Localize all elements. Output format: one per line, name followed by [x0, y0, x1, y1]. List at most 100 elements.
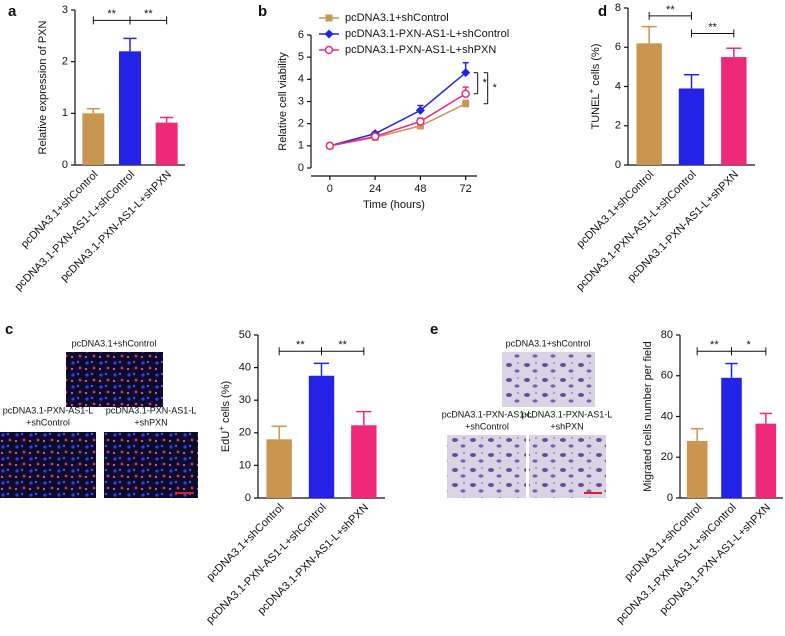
- bar: [721, 377, 742, 498]
- y-tick-label: 0: [298, 162, 304, 174]
- y-tick-label: 80: [661, 329, 673, 341]
- caption: +shControl: [26, 417, 70, 427]
- series-line: [329, 93, 467, 147]
- marker: [415, 105, 425, 115]
- series-line: [329, 103, 467, 147]
- significance-label: *: [483, 77, 488, 89]
- y-tick-label: 10: [239, 459, 251, 471]
- panel-letter: c: [5, 321, 13, 338]
- y-tick-label: 20: [661, 451, 673, 463]
- marker: [416, 117, 425, 126]
- marker: [324, 29, 334, 39]
- bar: [686, 440, 708, 498]
- significance-label: **: [296, 339, 305, 351]
- caption: pcDNA3.1-PXN-AS1-L: [3, 405, 94, 415]
- superscript: +: [587, 88, 596, 93]
- bar: [351, 425, 377, 498]
- bar: [155, 122, 178, 165]
- caption: +shPXN: [134, 417, 167, 427]
- bar: [308, 375, 335, 498]
- y-tick-label: 6: [615, 41, 621, 53]
- legend-label: pcDNA3.1+shControl: [345, 12, 449, 24]
- y-tick-label: 50: [239, 329, 251, 341]
- caption: pcDNA3.1+shControl: [506, 338, 591, 348]
- x-tick-label: 48: [414, 183, 426, 195]
- significance-label: **: [666, 4, 675, 16]
- series-line: [329, 72, 467, 147]
- significance-label: **: [710, 339, 719, 351]
- label-part: TUNEL: [590, 93, 602, 129]
- superscript: +: [217, 426, 226, 431]
- x-axis-label: Time (hours): [363, 199, 425, 211]
- y-tick-label: 2: [298, 118, 304, 130]
- y-tick-label: 30: [239, 394, 251, 406]
- bar: [721, 57, 747, 165]
- x-tick-label: 24: [369, 183, 381, 195]
- significance-label: **: [338, 339, 347, 351]
- panel-letter: d: [598, 3, 607, 20]
- micrograph: [529, 435, 606, 498]
- y-axis-label: TUNEL+ cells (%): [587, 44, 602, 130]
- y-tick-label: 0: [245, 492, 251, 504]
- micrograph: [447, 435, 526, 498]
- y-tick-label: 0: [615, 159, 621, 171]
- y-tick-label: 8: [615, 2, 621, 14]
- label-part: cells (%): [220, 381, 232, 426]
- x-tick-label: 72: [460, 183, 472, 195]
- bar: [82, 113, 105, 165]
- panel-letter: e: [430, 321, 438, 338]
- y-tick-label: 3: [62, 4, 68, 16]
- bar: [636, 43, 662, 166]
- panel-letter: a: [8, 3, 17, 20]
- marker: [461, 89, 470, 98]
- significance-label: **: [107, 8, 116, 20]
- y-axis-label: Relative cell viability: [277, 52, 289, 151]
- y-tick-label: 0: [62, 159, 68, 171]
- caption: +shControl: [465, 421, 509, 431]
- caption: pcDNA3.1-PXN-AS1-L: [522, 409, 613, 419]
- y-axis-label: EdU+ cells (%): [217, 381, 232, 452]
- marker: [462, 100, 470, 108]
- legend-label: pcDNA3.1-PXN-AS1-L+shControl: [345, 28, 509, 40]
- y-tick-label: 0: [667, 492, 673, 504]
- marker: [325, 141, 335, 151]
- y-axis-label: Migrated cells number per field: [642, 341, 654, 491]
- y-tick-label: 3: [298, 95, 304, 107]
- significance-label: **: [708, 21, 717, 33]
- y-tick-label: 4: [298, 73, 304, 85]
- significance-label: **: [144, 8, 153, 20]
- legend-label: pcDNA3.1-PXN-AS1-L+shPXN: [345, 44, 496, 56]
- bar: [678, 88, 705, 165]
- marker: [324, 45, 334, 55]
- y-tick-label: 6: [298, 29, 304, 41]
- y-tick-label: 4: [615, 80, 621, 92]
- marker: [370, 132, 380, 141]
- y-tick-label: 40: [661, 410, 673, 422]
- micrograph: [104, 432, 198, 498]
- micrographs-c: pcDNA3.1+shControl pcDNA3.1-PXN-AS1-L +s…: [0, 338, 198, 498]
- y-tick-label: 40: [239, 362, 251, 374]
- y-tick-label: 60: [661, 370, 673, 382]
- micrograph: [66, 352, 163, 407]
- caption: pcDNA3.1+shControl: [72, 338, 157, 348]
- bar: [119, 51, 141, 166]
- micrograph: [502, 352, 595, 407]
- caption: +shPXN: [550, 421, 583, 431]
- x-tick-label: pcDNA3.1+shControl: [575, 169, 657, 251]
- y-tick-label: 5: [298, 51, 304, 63]
- significance-label: *: [493, 82, 498, 94]
- micrograph: [0, 432, 96, 498]
- y-tick-label: 2: [62, 56, 68, 68]
- y-tick-label: 1: [298, 140, 304, 152]
- label-part: EdU: [220, 431, 232, 452]
- x-tick-label: 0: [327, 183, 333, 195]
- panel-letter: b: [258, 3, 267, 20]
- bar: [266, 439, 292, 498]
- caption: pcDNA3.1-PXN-AS1-L: [442, 409, 533, 419]
- label-part: cells (%): [590, 44, 602, 89]
- bar: [755, 423, 777, 498]
- y-tick-label: 2: [615, 120, 621, 132]
- marker: [416, 122, 424, 130]
- y-axis-label: Relative expression of PXN: [37, 21, 49, 155]
